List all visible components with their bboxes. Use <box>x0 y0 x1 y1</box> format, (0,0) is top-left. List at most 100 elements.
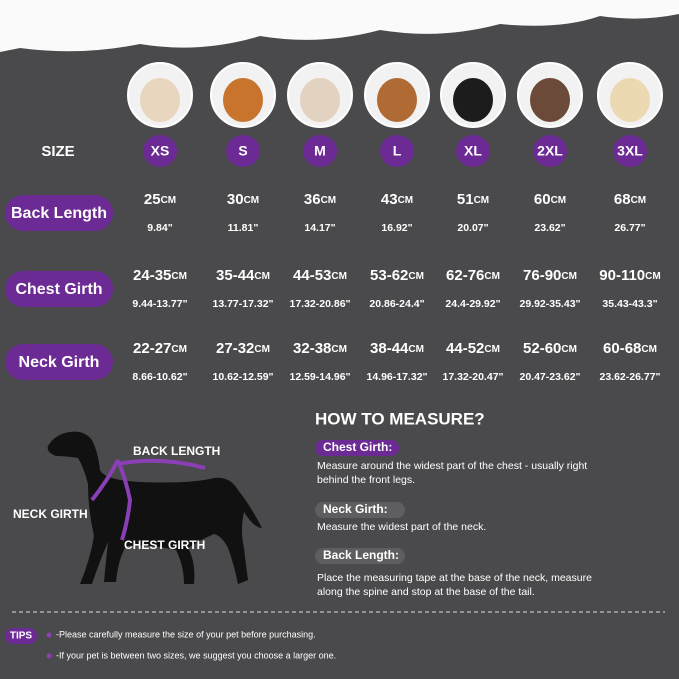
cm-value: 30CM <box>227 191 259 208</box>
dog-face <box>223 78 263 122</box>
cm-unit: CM <box>484 271 500 282</box>
cm-unit: CM <box>474 195 490 206</box>
cm-unit: CM <box>561 271 577 282</box>
size-pill <box>456 135 490 167</box>
cm-value: 76-90CM <box>523 267 577 284</box>
size-label: XL <box>464 143 482 159</box>
cm-value: 24-35CM <box>133 267 187 284</box>
cm-unit: CM <box>161 195 177 206</box>
row-label-pill <box>5 195 113 231</box>
inch-value: 20.07" <box>457 222 488 234</box>
cm-unit: CM <box>171 271 187 282</box>
inch-value: 20.86-24.4" <box>369 298 424 310</box>
cm-value: 25CM <box>144 191 176 208</box>
row-label-pill <box>5 344 113 380</box>
cm-number: 36 <box>304 191 321 208</box>
tip-bullet <box>46 653 52 659</box>
cm-value: 52-60CM <box>523 340 577 357</box>
inch-value: 8.66-10.62" <box>132 371 187 383</box>
row-label-pill <box>5 271 113 307</box>
measure-label: Neck Girth: <box>323 502 388 516</box>
tips-pill <box>5 628 37 644</box>
cm-value: 90-110CM <box>599 267 660 284</box>
brush-band <box>0 0 679 52</box>
how-to-list: Chest Girth: Measure around the widest pa… <box>315 440 592 598</box>
cm-unit: CM <box>645 271 661 282</box>
inch-value: 13.77-17.32" <box>212 298 273 310</box>
tip-bullet <box>46 632 52 638</box>
cm-value: 35-44CM <box>216 267 270 284</box>
cm-unit: CM <box>321 195 337 206</box>
inch-value: 17.32-20.47" <box>442 371 503 383</box>
inch-value: 14.96-17.32" <box>366 371 427 383</box>
inch-value: 35.43-43.3" <box>602 298 657 310</box>
inch-value: 14.17" <box>304 222 335 234</box>
inch-value: 23.62-26.77" <box>599 371 660 383</box>
cm-unit: CM <box>331 344 347 355</box>
row-label: Back Length <box>11 205 107 222</box>
measure-pill <box>315 440 399 456</box>
cm-value: 60-68CM <box>603 340 657 357</box>
dog-face <box>140 78 180 122</box>
size-pill <box>143 135 177 167</box>
cm-value: 32-38CM <box>293 340 347 357</box>
size-label: XS <box>151 143 170 159</box>
cm-number: 24-35 <box>133 267 171 284</box>
measure-pill <box>315 548 405 564</box>
cm-number: 22-27 <box>133 340 171 357</box>
inch-value: 23.62" <box>534 222 565 234</box>
cm-number: 60-68 <box>603 340 641 357</box>
cm-unit: CM <box>244 195 260 206</box>
tip-text: -Please carefully measure the size of yo… <box>56 629 316 639</box>
cm-number: 35-44 <box>216 267 255 284</box>
cm-number: 53-62 <box>370 267 408 284</box>
cm-number: 38-44 <box>370 340 409 357</box>
cm-number: 44-52 <box>446 340 484 357</box>
size-label: L <box>393 143 402 159</box>
dog-face <box>300 78 340 122</box>
cm-unit: CM <box>331 271 347 282</box>
cm-value: 22-27CM <box>133 340 187 357</box>
cm-unit: CM <box>561 344 577 355</box>
diagram-label: NECK GIRTH <box>13 507 88 521</box>
tip-text: -If your pet is between two sizes, we su… <box>56 650 336 660</box>
cm-unit: CM <box>631 195 647 206</box>
dog-photos <box>127 62 663 128</box>
inch-value: 12.59-14.96" <box>289 371 350 383</box>
dog-face <box>610 78 650 122</box>
measure-text: Measure around the widest part of the ch… <box>317 460 587 472</box>
cm-value: 36CM <box>304 191 336 208</box>
inch-value: 10.62-12.59" <box>212 371 273 383</box>
dog-face <box>453 78 493 122</box>
cm-number: 25 <box>144 191 161 208</box>
size-pill <box>303 135 337 167</box>
measure-text: Measure the widest part of the neck. <box>317 521 486 533</box>
cm-number: 30 <box>227 191 244 208</box>
measure-lines <box>90 458 206 541</box>
cm-value: 27-32CM <box>216 340 270 357</box>
size-header: SIZE <box>41 143 74 160</box>
cm-number: 68 <box>614 191 631 208</box>
tips: TIPS -Please carefully measure the size o… <box>5 628 336 660</box>
inch-value: 9.44-13.77" <box>132 298 187 310</box>
inch-value: 17.32-20.86" <box>289 298 350 310</box>
tips-label: TIPS <box>10 631 33 642</box>
size-pill <box>533 135 567 167</box>
diagram-label: BACK LENGTH <box>133 444 220 458</box>
cm-unit: CM <box>171 344 187 355</box>
size-label: M <box>314 143 326 159</box>
measure-pill <box>315 502 405 518</box>
cm-value: 51CM <box>457 191 489 208</box>
cm-value: 38-44CM <box>370 340 424 357</box>
cm-number: 62-76 <box>446 267 484 284</box>
inch-value: 26.77" <box>614 222 645 234</box>
inch-value: 20.47-23.62" <box>519 371 580 383</box>
cm-number: 76-90 <box>523 267 561 284</box>
cm-unit: CM <box>254 271 270 282</box>
inch-value: 24.4-29.92" <box>445 298 500 310</box>
cm-number: 51 <box>457 191 474 208</box>
cm-unit: CM <box>408 271 424 282</box>
size-label: 3XL <box>617 143 643 159</box>
cm-number: 90-110 <box>599 267 645 284</box>
